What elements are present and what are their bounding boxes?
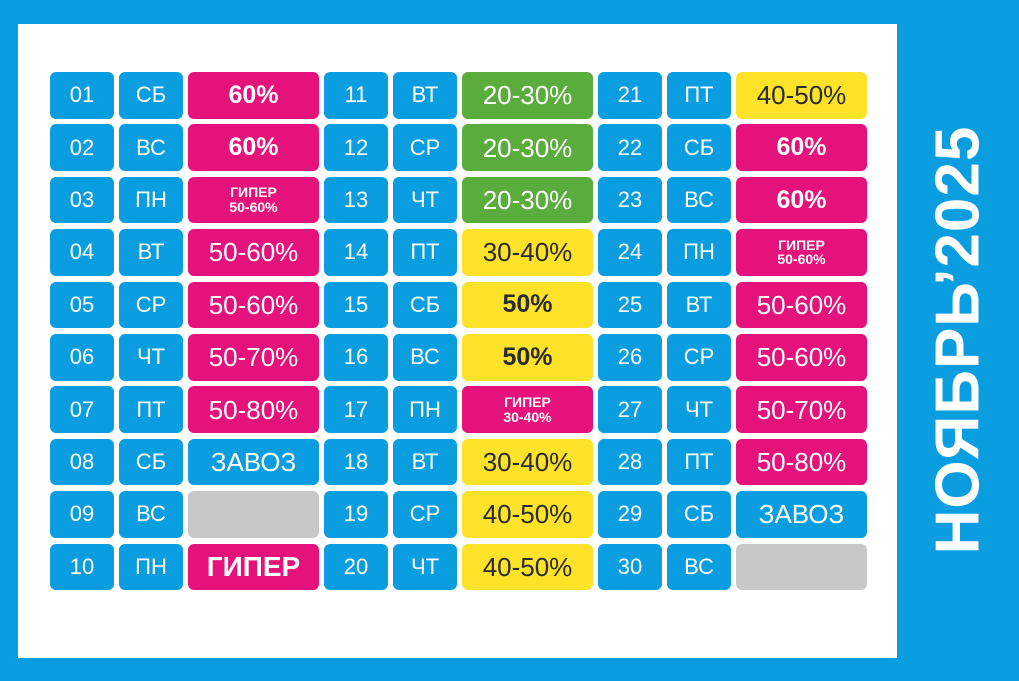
- weekday-label: ВС: [667, 543, 731, 591]
- date-number: 12: [324, 124, 388, 171]
- date-number: 20: [324, 543, 388, 591]
- weekday-label: ВС: [119, 491, 183, 538]
- date-number: 03: [50, 176, 114, 224]
- date-number: 09: [50, 491, 114, 538]
- date-number: 15: [324, 281, 388, 329]
- date-number: 13: [324, 176, 388, 224]
- discount-badge: 50-60%: [736, 281, 867, 329]
- weekday-label: СБ: [667, 124, 731, 171]
- weekday-label: СР: [393, 491, 457, 538]
- weekday-label: СР: [393, 124, 457, 171]
- weekday-label: СБ: [393, 281, 457, 329]
- discount-badge: 20-30%: [462, 176, 593, 224]
- weekday-label: СБ: [119, 438, 183, 486]
- date-number: 14: [324, 229, 388, 276]
- weekday-label: ПН: [119, 176, 183, 224]
- date-number: 04: [50, 229, 114, 276]
- date-number: 05: [50, 281, 114, 329]
- discount-badge: ГИПЕР 50-60%: [188, 176, 319, 224]
- discount-badge: 50-80%: [736, 438, 867, 486]
- date-number: 21: [598, 72, 662, 119]
- discount-badge: 40-50%: [462, 543, 593, 591]
- weekday-label: ПТ: [667, 438, 731, 486]
- date-number: 24: [598, 229, 662, 276]
- weekday-label: ПТ: [393, 229, 457, 276]
- discount-badge: 40-50%: [736, 72, 867, 119]
- discount-badge: ГИПЕР 30-40%: [462, 386, 593, 433]
- weekday-label: ВС: [119, 124, 183, 171]
- date-number: 06: [50, 333, 114, 381]
- date-number: 28: [598, 438, 662, 486]
- weekday-label: ПН: [393, 386, 457, 433]
- weekday-label: ЧТ: [393, 543, 457, 591]
- weekday-label: ПТ: [119, 386, 183, 433]
- weekday-label: ЧТ: [667, 386, 731, 433]
- date-number: 19: [324, 491, 388, 538]
- date-number: 25: [598, 281, 662, 329]
- weekday-label: СР: [119, 281, 183, 329]
- weekday-label: ВТ: [393, 72, 457, 119]
- discount-badge: 50-60%: [188, 281, 319, 329]
- discount-badge: 50-60%: [736, 333, 867, 381]
- date-number: 30: [598, 543, 662, 591]
- weekday-label: ПН: [667, 229, 731, 276]
- date-number: 08: [50, 438, 114, 486]
- date-number: 26: [598, 333, 662, 381]
- date-number: 22: [598, 124, 662, 171]
- date-number: 10: [50, 543, 114, 591]
- calendar-grid: 01 СБ 60% 11 ВТ 20-30% 21 ПТ 40-50% 02 ВС 60% 12 СР 20…: [50, 72, 867, 591]
- date-number: 23: [598, 176, 662, 224]
- discount-badge: 60%: [188, 72, 319, 119]
- discount-badge: 60%: [188, 124, 319, 171]
- weekday-label: ВТ: [393, 438, 457, 486]
- date-number: 11: [324, 72, 388, 119]
- discount-badge: ГИПЕР 50-60%: [736, 229, 867, 276]
- weekday-label: СБ: [119, 72, 183, 119]
- weekday-label: ВС: [667, 176, 731, 224]
- weekday-label: ВС: [393, 333, 457, 381]
- discount-badge: 50-60%: [188, 229, 319, 276]
- discount-badge: 40-50%: [462, 491, 593, 538]
- weekday-label: СБ: [667, 491, 731, 538]
- discount-badge: 30-40%: [462, 438, 593, 486]
- discount-badge: 50%: [462, 333, 593, 381]
- date-number: 27: [598, 386, 662, 433]
- discount-badge: 60%: [736, 124, 867, 171]
- discount-badge: [736, 543, 867, 591]
- date-number: 17: [324, 386, 388, 433]
- date-number: 16: [324, 333, 388, 381]
- discount-badge: ЗАВОЗ: [736, 491, 867, 538]
- discount-badge: 20-30%: [462, 72, 593, 119]
- date-number: 01: [50, 72, 114, 119]
- discount-badge: ГИПЕР: [188, 543, 319, 591]
- weekday-label: ЧТ: [393, 176, 457, 224]
- date-number: 02: [50, 124, 114, 171]
- weekday-label: ВТ: [667, 281, 731, 329]
- weekday-label: ВТ: [119, 229, 183, 276]
- date-number: 07: [50, 386, 114, 433]
- discount-badge: 50-70%: [736, 386, 867, 433]
- weekday-label: ПН: [119, 543, 183, 591]
- date-number: 29: [598, 491, 662, 538]
- weekday-label: ПТ: [667, 72, 731, 119]
- month-title: НОЯБРЬ’2025: [923, 125, 993, 555]
- discount-badge: [188, 491, 319, 538]
- discount-badge: 30-40%: [462, 229, 593, 276]
- discount-badge: ЗАВОЗ: [188, 438, 319, 486]
- date-number: 18: [324, 438, 388, 486]
- discount-badge: 50-80%: [188, 386, 319, 433]
- discount-badge: 50%: [462, 281, 593, 329]
- discount-badge: 60%: [736, 176, 867, 224]
- weekday-label: ЧТ: [119, 333, 183, 381]
- weekday-label: СР: [667, 333, 731, 381]
- discount-badge: 20-30%: [462, 124, 593, 171]
- discount-badge: 50-70%: [188, 333, 319, 381]
